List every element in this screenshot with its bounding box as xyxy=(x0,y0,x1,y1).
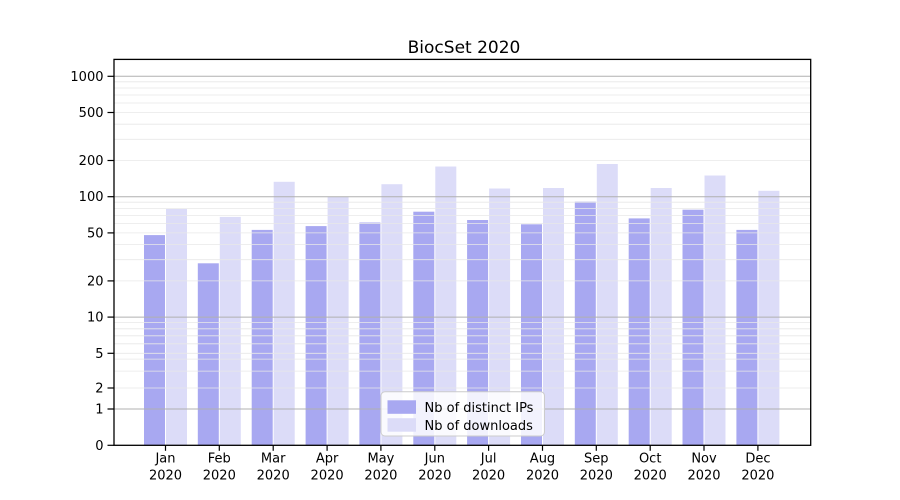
x-tick-label-year-May: 2020 xyxy=(364,469,397,484)
bar-downloads-May xyxy=(381,184,403,446)
x-tick-label-year-Dec: 2020 xyxy=(741,469,774,484)
y-tick-label-0: 0 xyxy=(95,439,103,454)
legend: Nb of distinct IPs Nb of downloads xyxy=(380,391,545,437)
y-tick-label-5: 5 xyxy=(95,347,103,362)
x-tick-label-month-Sep: Sep xyxy=(584,452,609,467)
y-tick-label-50: 50 xyxy=(87,226,104,241)
y-tick-label-10: 10 xyxy=(87,311,104,326)
x-tick-label-month-Nov: Nov xyxy=(691,452,717,467)
grid-layer xyxy=(114,75,811,410)
bar-downloads-Jun xyxy=(435,166,457,446)
x-tick-label-year-Feb: 2020 xyxy=(203,469,236,484)
bar-distinct-ips-Oct xyxy=(628,218,650,446)
bar-distinct-ips-May xyxy=(359,222,381,446)
bar-distinct-ips-Jan xyxy=(144,235,165,446)
x-tick-label-year-Sep: 2020 xyxy=(580,469,613,484)
bar-distinct-ips-Aug xyxy=(521,224,542,446)
y-tick-label-1: 1 xyxy=(95,403,103,418)
bar-distinct-ips-Dec xyxy=(736,229,758,446)
x-tick-label-month-Feb: Feb xyxy=(208,452,231,467)
bar-downloads-Dec xyxy=(758,190,780,446)
bar-distinct-ips-Feb xyxy=(197,263,219,446)
chart-title: BiocSet 2020 xyxy=(408,38,521,58)
x-tick-label-year-Jul: 2020 xyxy=(472,469,505,484)
x-tick-label-month-Aug: Aug xyxy=(530,452,555,467)
bars-layer xyxy=(144,164,780,446)
x-tick-label-month-Oct: Oct xyxy=(639,452,661,467)
y-tick-label-2: 2 xyxy=(95,382,103,397)
x-tick-label-month-Jan: Jan xyxy=(154,452,175,467)
x-tick-label-year-Jan: 2020 xyxy=(149,469,182,484)
y-tick-label-500: 500 xyxy=(79,106,104,121)
bar-downloads-Jan xyxy=(166,209,187,446)
x-tick-label-year-Mar: 2020 xyxy=(257,469,290,484)
bar-downloads-Apr xyxy=(327,196,349,446)
x-tick-label-year-Apr: 2020 xyxy=(311,469,344,484)
y-tick-label-1000: 1000 xyxy=(70,70,103,85)
x-tick-label-year-Nov: 2020 xyxy=(687,469,720,484)
x-tick-label-month-Apr: Apr xyxy=(316,452,339,467)
legend-label-distinct-ips: Nb of distinct IPs xyxy=(425,401,534,416)
x-tick-label-year-Oct: 2020 xyxy=(634,469,667,484)
y-tick-label-200: 200 xyxy=(79,154,104,169)
legend-box xyxy=(380,391,545,437)
plot-frame xyxy=(113,58,812,446)
axis-label-layer: 0 1 2 5 10 20 50 100 200 500 1000 Jan 2020 Feb 2020 Mar… xyxy=(70,70,774,484)
y-tick-label-100: 100 xyxy=(79,190,104,205)
bar-distinct-ips-Mar xyxy=(251,229,273,446)
legend-swatch-downloads xyxy=(387,418,416,432)
legend-label-downloads: Nb of downloads xyxy=(425,419,534,434)
bar-distinct-ips-Sep xyxy=(574,201,596,446)
x-tick-label-month-Dec: Dec xyxy=(745,452,770,467)
bar-distinct-ips-Jul xyxy=(467,220,489,446)
x-tick-label-month-Jul: Jul xyxy=(480,452,497,467)
tick-layer xyxy=(107,75,759,451)
x-tick-label-month-May: May xyxy=(367,452,394,467)
y-tick-label-20: 20 xyxy=(87,274,104,289)
bar-downloads-Nov xyxy=(704,175,726,446)
bar-downloads-Sep xyxy=(596,164,618,446)
x-tick-label-month-Jun: Jun xyxy=(424,452,445,467)
x-tick-label-year-Jun: 2020 xyxy=(418,469,451,484)
bar-downloads-Mar xyxy=(273,181,295,446)
bar-downloads-Feb xyxy=(219,216,241,446)
x-tick-label-year-Aug: 2020 xyxy=(526,469,559,484)
x-tick-label-month-Mar: Mar xyxy=(261,452,286,467)
bar-distinct-ips-Nov xyxy=(682,209,704,446)
legend-swatch-distinct-ips xyxy=(387,400,416,414)
